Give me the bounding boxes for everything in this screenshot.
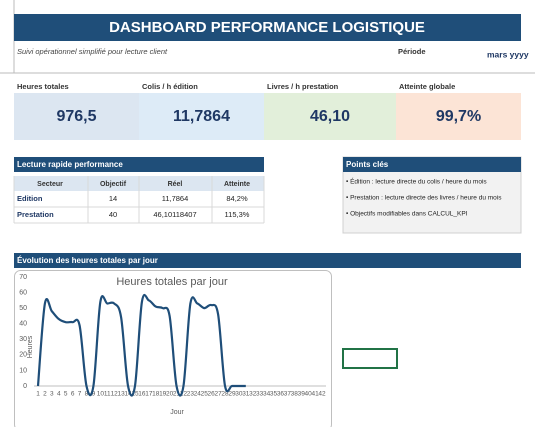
x-tick-label: 27 xyxy=(214,391,222,398)
x-tick-label: 23 xyxy=(187,391,195,398)
y-tick-label: 70 xyxy=(19,274,27,281)
x-tick-label: 33 xyxy=(256,391,264,398)
cell: 11,7864 xyxy=(162,194,189,203)
x-tick-label: 24 xyxy=(194,391,202,398)
x-tick-label: 7 xyxy=(78,391,82,398)
x-tick-label: 31 xyxy=(242,391,250,398)
cell: Edition xyxy=(17,194,43,203)
kpi-label: Livres / h prestation xyxy=(267,82,339,91)
x-tick-label: 5 xyxy=(64,391,68,398)
y-tick-label: 0 xyxy=(23,383,27,390)
x-tick-label: 17 xyxy=(145,391,153,398)
header-title: DASHBOARD PERFORMANCE LOGISTIQUE xyxy=(109,19,425,36)
kpi-box xyxy=(14,93,139,140)
x-tick-label: 11 xyxy=(104,391,111,398)
point-item: • Objectifs modifiables dans CALCUL_KPI xyxy=(346,211,468,218)
header-bar xyxy=(14,14,521,41)
y-tick-label: 20 xyxy=(19,352,27,359)
x-tick-label: 26 xyxy=(208,391,216,398)
x-tick-label: 13 xyxy=(118,391,126,398)
column-header: Objectif xyxy=(100,181,127,188)
cell: 46,10118407 xyxy=(153,210,196,219)
points-title-bar xyxy=(343,157,521,172)
kpi-value: 976,5 xyxy=(56,108,96,125)
x-tick-label: 40 xyxy=(305,391,313,398)
x-tick-label: 3 xyxy=(50,391,54,398)
kpi-label: Heures totales xyxy=(17,82,69,91)
line xyxy=(36,293,246,397)
x-tick-label: 29 xyxy=(228,391,236,398)
x-tick-label: 1 xyxy=(36,391,40,398)
x-tick-label: 18 xyxy=(152,391,160,398)
x-tick-label: 42 xyxy=(318,391,326,398)
x-tick-label: 41 xyxy=(311,391,319,398)
x-tick-label: 6 xyxy=(71,391,75,398)
y-axis-label: Heures xyxy=(27,335,34,358)
x-tick-label: 4 xyxy=(57,391,61,398)
x-tick-label: 25 xyxy=(201,391,209,398)
x-tick-label: 28 xyxy=(221,391,229,398)
points-title: Points clés xyxy=(346,160,389,169)
x-tick-label: 16 xyxy=(138,391,146,398)
kpi-box xyxy=(139,93,264,140)
x-tick-label: 15 xyxy=(131,391,139,398)
kpi-value: 46,10 xyxy=(310,108,350,125)
subtitle: Suivi opérationnel simplifié pour lectur… xyxy=(17,47,168,56)
x-tick-label: 8 xyxy=(85,391,89,398)
y-tick-label: 10 xyxy=(19,367,27,374)
x-tick-label: 36 xyxy=(277,391,285,398)
period-label: Période xyxy=(398,47,426,56)
point-item: • Prestation : lecture directe des livre… xyxy=(346,195,502,202)
x-tick-label: 37 xyxy=(284,391,292,398)
kpi-row: Heures totales 976,5 Colis / h édition 11,7… xyxy=(14,82,521,140)
column-header: Secteur xyxy=(37,181,63,188)
period-value: mars yyyy xyxy=(487,49,529,59)
kpi-label: Colis / h édition xyxy=(142,82,198,91)
x-tick-label: 30 xyxy=(235,391,243,398)
cell: 84,2% xyxy=(226,194,248,203)
table-title: Lecture rapide performance xyxy=(17,160,123,169)
cell: 115,3% xyxy=(225,210,250,219)
x-tick-label: 19 xyxy=(159,391,167,398)
y-tick-label: 50 xyxy=(19,305,27,312)
x-tick-label: 32 xyxy=(249,391,257,398)
selected-cell xyxy=(342,348,398,369)
y-tick-label: 40 xyxy=(19,321,27,328)
x-tick-label: 35 xyxy=(270,391,278,398)
x-tick-label: 20 xyxy=(166,391,174,398)
x-tick-label: 10 xyxy=(97,391,105,398)
section-bar xyxy=(14,253,521,268)
column-header: Atteinte xyxy=(224,181,250,188)
table: Secteur Objectif Réel Atteinte Edition 14 11,7… xyxy=(13,176,265,224)
x-tick-label: 34 xyxy=(263,391,271,398)
kpi-value: 99,7% xyxy=(436,108,481,125)
point-item: • Édition : lecture directe du colis / h… xyxy=(346,177,487,186)
x-tick-label: 38 xyxy=(291,391,299,398)
x-tick-label: 2 xyxy=(43,391,47,398)
column-header: Réel xyxy=(168,181,183,188)
x-tick-label: 12 xyxy=(111,391,119,398)
kpi-box xyxy=(396,93,521,140)
x-tick-label: 14 xyxy=(124,391,132,398)
kpi-value: 11,7864 xyxy=(173,108,230,125)
table-title-bar xyxy=(14,157,264,172)
y-tick-label: 60 xyxy=(19,289,27,296)
cell: 40 xyxy=(109,210,117,219)
cell: Prestation xyxy=(17,210,54,219)
kpi-box xyxy=(264,93,396,140)
section-title: Évolution des heures totales par jour xyxy=(17,256,158,265)
x-tick-label: 39 xyxy=(298,391,306,398)
chart-title: Heures totales par jour xyxy=(116,276,228,288)
x-tick-label: 22 xyxy=(180,391,188,398)
x-axis-label: Jour xyxy=(170,409,184,416)
cell: 14 xyxy=(109,194,117,203)
points-list: • Édition : lecture directe du colis / h… xyxy=(346,177,502,218)
x-tick-label: 9 xyxy=(92,391,96,398)
y-tick-label: 30 xyxy=(19,336,27,343)
x-tick-label: 21 xyxy=(173,391,181,398)
kpi-label: Atteinte globale xyxy=(399,82,455,91)
